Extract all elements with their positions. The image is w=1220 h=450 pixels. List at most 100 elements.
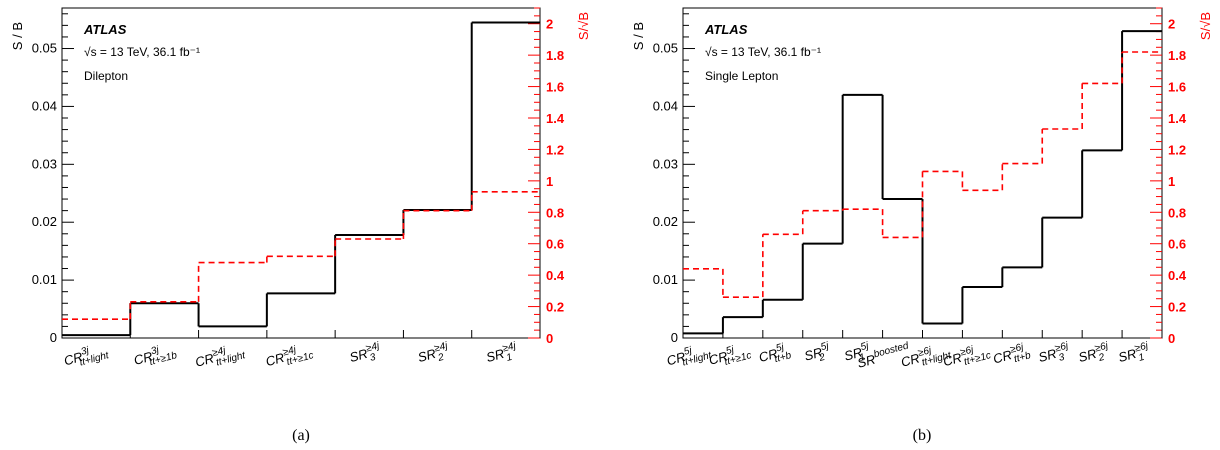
left-tick-label: 0.05 <box>32 41 57 56</box>
right-tick-label: 0.2 <box>1168 300 1186 315</box>
right-tick-label: 2 <box>1168 17 1175 32</box>
category-label: CR3jtt+≥1b <box>132 340 179 371</box>
panel-caption: (a) <box>292 427 310 444</box>
y-left-title: S / B <box>631 22 646 50</box>
category-base: CR <box>264 350 286 369</box>
category-base: CR <box>757 346 779 365</box>
category-sup: ≥6j <box>1094 340 1110 354</box>
energy-lumi-label: √s = 13 TeV, 36.1 fb⁻¹ <box>84 45 200 59</box>
right-tick-label: 0 <box>1168 331 1175 346</box>
category-base: CR <box>941 350 963 369</box>
category-base: CR <box>132 349 154 368</box>
category-label: SR≥4j1 <box>484 340 520 369</box>
panel-a-dilepton: 0 0.01 0.02 0.03 0.04 0.05 0 0.2 0.4 0.6 0.8 1 1.2 1.… <box>10 7 591 444</box>
category-base: CR <box>707 348 729 367</box>
channel-label: Single Lepton <box>705 69 778 83</box>
right-tick-label: 1.4 <box>1168 111 1187 126</box>
right-tick-label: 1.2 <box>1168 142 1186 157</box>
category-label: SR5j2 <box>802 340 833 367</box>
category-label: SR5j1 <box>842 340 873 367</box>
category-base: SR <box>484 346 505 365</box>
category-sup: ≥4j <box>501 340 517 354</box>
category-label: CR≥6jtt+≥1c <box>941 340 992 373</box>
atlas-label: ATLAS <box>83 22 127 37</box>
category-sup: 3j <box>80 345 91 358</box>
right-tick-label: 0.2 <box>546 300 564 315</box>
category-sub: tt+b <box>773 350 793 365</box>
channel-label: Dilepton <box>84 69 128 83</box>
category-label: SR≥4j2 <box>416 340 452 369</box>
category-sup: 5j <box>859 340 870 353</box>
left-tick-label: 0.01 <box>653 272 678 287</box>
right-tick-label: 0 <box>546 331 553 346</box>
atlas-label: ATLAS <box>704 22 748 37</box>
category-sup: ≥6j <box>1009 342 1025 356</box>
category-sub: 1 <box>505 352 513 364</box>
left-tick-label: 0 <box>671 330 678 345</box>
category-base: SR <box>1037 346 1058 365</box>
left-tick-label: 0.02 <box>653 214 678 229</box>
right-tick-label: 0.8 <box>546 205 564 220</box>
category-sup: ≥4j <box>282 344 298 358</box>
category-base: CR <box>899 350 921 369</box>
left-tick-label: 0.01 <box>32 272 57 287</box>
category-label: CR3jtt+light <box>62 340 111 372</box>
category-label: SR≥4j3 <box>347 340 383 369</box>
category-sub: 1 <box>858 352 866 364</box>
category-sub: 2 <box>436 352 446 364</box>
category-sup: ≥6j <box>959 344 975 358</box>
right-tick-label: 0.8 <box>1168 205 1186 220</box>
right-tick-label: 1 <box>546 174 553 189</box>
category-label: SR≥6j1 <box>1116 340 1152 369</box>
category-sup: ≥6j <box>1134 340 1150 354</box>
category-sup: ≥4j <box>433 340 449 354</box>
category-base: CR <box>665 349 687 368</box>
left-tick-label: 0.02 <box>32 214 57 229</box>
category-label: SR≥6j3 <box>1036 340 1072 369</box>
right-tick-label: 1.8 <box>546 48 564 63</box>
category-sub: 2 <box>817 352 827 364</box>
category-sub: 2 <box>1097 352 1107 364</box>
category-base: CR <box>991 347 1013 366</box>
category-label: CR≥4jtt+≥1c <box>263 340 314 373</box>
series-s-over-b <box>62 21 540 337</box>
category-sub: tt+b <box>1013 350 1033 365</box>
left-tick-label: 0.04 <box>653 98 678 113</box>
right-tick-label: 0.4 <box>546 268 565 283</box>
right-tick-label: 1.2 <box>546 142 564 157</box>
category-sup: 5j <box>775 342 786 355</box>
right-tick-label: 1.6 <box>1168 80 1186 95</box>
y-right-title: S/√B <box>576 12 591 40</box>
category-sup: ≥4j <box>365 340 381 354</box>
y-left-title: S / B <box>10 22 25 50</box>
panel-caption: (b) <box>913 427 932 444</box>
series-s-over-b <box>683 30 1162 335</box>
category-sup: 3j <box>150 344 161 357</box>
category-base: SR <box>1077 346 1098 365</box>
right-tick-label: 2 <box>546 17 553 32</box>
right-tick-label: 0.6 <box>1168 237 1186 252</box>
category-sup: ≥6j <box>1054 340 1070 354</box>
category-base: SR <box>416 346 437 365</box>
category-sub: 1 <box>1137 352 1145 364</box>
category-sub: 3 <box>1058 352 1067 364</box>
panel-b-single-lepton: 0 0.01 0.02 0.03 0.04 0.05 0 0.2 0.4 0.6 0.8 1 1.2 1.… <box>631 7 1213 444</box>
category-label: SR≥6j2 <box>1076 340 1112 369</box>
right-tick-label: 0.4 <box>1168 268 1187 283</box>
category-base: CR <box>62 349 84 368</box>
category-label: CR5jtt+b <box>757 340 793 369</box>
left-tick-label: 0.03 <box>653 156 678 171</box>
category-label: CR≥4jtt+light <box>193 340 248 373</box>
category-sup: ≥4j <box>211 345 227 359</box>
category-sup: 5j <box>683 345 694 358</box>
category-sup: ≥6j <box>917 345 933 359</box>
category-label: CR5jtt+≥1c <box>707 340 753 371</box>
right-tick-label: 1.4 <box>546 111 565 126</box>
right-tick-label: 0.6 <box>546 237 564 252</box>
category-sup: 5j <box>820 340 831 353</box>
category-sub: 3 <box>369 352 378 364</box>
left-tick-label: 0.04 <box>32 98 57 113</box>
left-tick-label: 0 <box>50 330 57 345</box>
energy-lumi-label: √s = 13 TeV, 36.1 fb⁻¹ <box>705 45 821 59</box>
